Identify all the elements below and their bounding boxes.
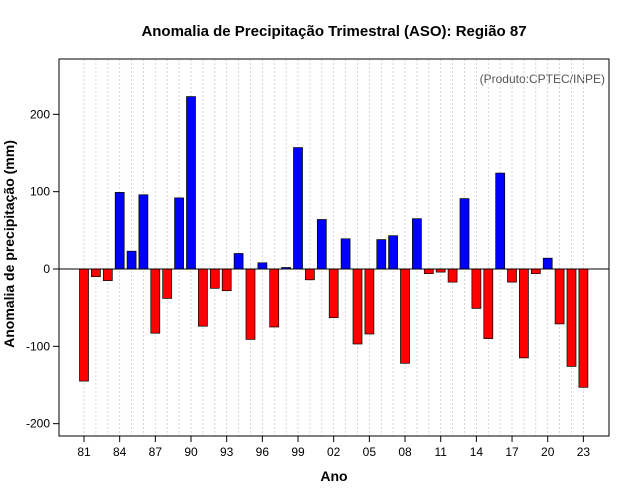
bar-1988 <box>162 268 173 299</box>
bar-1984 <box>114 192 125 270</box>
bar-1993 <box>221 268 232 292</box>
bar-1997 <box>269 268 280 328</box>
x-axis-label: Ano <box>320 468 347 484</box>
x-tick-label: 96 <box>256 445 270 459</box>
grid-lines <box>83 59 584 436</box>
bar-2010 <box>423 268 434 274</box>
y-axis: -200 -100 0 100 200 <box>26 107 59 431</box>
y-axis-label: Anomalia de precipitação (mm) <box>1 140 17 348</box>
bar-2003 <box>340 238 351 270</box>
bar-1982 <box>91 268 101 278</box>
y-tick-label: 100 <box>30 185 50 199</box>
bar-2012 <box>447 268 458 283</box>
bar-2008 <box>400 268 410 364</box>
bar-2000 <box>305 268 315 281</box>
bar-2020 <box>542 257 553 270</box>
bar-1996 <box>257 262 268 270</box>
bar-1986 <box>138 194 149 270</box>
y-tick-label: 0 <box>43 262 50 276</box>
x-tick-label: 99 <box>291 445 305 459</box>
bar-1983 <box>102 268 113 281</box>
bar-1981 <box>79 268 89 382</box>
bar-2015 <box>483 268 494 339</box>
bar-1985 <box>126 250 137 270</box>
bar-2009 <box>412 218 422 270</box>
bar-1995 <box>245 268 256 340</box>
x-tick-label: 87 <box>149 445 163 459</box>
bar-2007 <box>388 235 398 270</box>
x-tick-label: 90 <box>184 445 198 459</box>
bar-2001 <box>316 219 327 270</box>
x-tick-label: 81 <box>77 445 91 459</box>
x-tick-label: 93 <box>220 445 234 459</box>
x-tick-label: 14 <box>470 445 484 459</box>
x-tick-label: 08 <box>398 445 412 459</box>
bar-2022 <box>566 268 577 367</box>
bar-2013 <box>459 198 470 270</box>
bar-2018 <box>519 268 529 359</box>
bar-1989 <box>174 197 184 270</box>
y-tick-label: 200 <box>30 107 50 121</box>
x-tick-label: 20 <box>541 445 555 459</box>
bar-1987 <box>150 268 161 334</box>
bar-2014 <box>471 268 482 309</box>
bar-2005 <box>364 268 375 335</box>
chart-title: Anomalia de Precipitação Trimestral (ASO… <box>141 23 526 40</box>
bar-1991 <box>198 268 208 327</box>
x-tick-label: 02 <box>327 445 341 459</box>
bar-2023 <box>578 268 589 388</box>
y-tick-label: -100 <box>26 339 50 353</box>
bar-1994 <box>233 253 244 270</box>
x-tick-label: 23 <box>577 445 591 459</box>
x-tick-label: 05 <box>363 445 377 459</box>
bar-2019 <box>530 268 541 274</box>
bar-2004 <box>352 268 363 345</box>
bar-1999 <box>293 147 303 270</box>
bar-2002 <box>328 268 339 319</box>
bars <box>79 96 589 388</box>
bar-2006 <box>376 239 387 270</box>
credit-label: (Produto:CPTEC/INPE) <box>480 72 605 86</box>
bar-2017 <box>507 268 517 283</box>
x-tick-label: 84 <box>113 445 127 459</box>
x-tick-label: 17 <box>505 445 519 459</box>
y-tick-label: -200 <box>26 417 50 431</box>
x-axis: 81 84 87 90 93 96 99 02 05 08 11 14 17 20 23 <box>77 436 590 459</box>
bar-1990 <box>186 96 196 270</box>
x-tick-label: 11 <box>434 445 447 459</box>
bar-2021 <box>554 268 565 325</box>
bar-2016 <box>495 172 506 270</box>
bar-1992 <box>209 268 220 289</box>
